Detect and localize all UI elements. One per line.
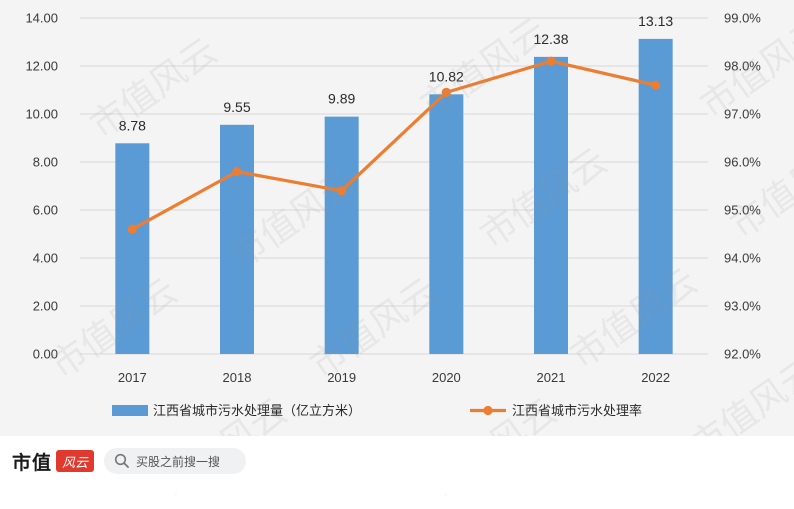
bar (429, 94, 464, 354)
legend-line-marker (483, 405, 493, 416)
line-point (232, 167, 242, 177)
bar-value-label: 13.13 (638, 13, 673, 29)
y-left-tick-label: 14.00 (25, 11, 58, 26)
y-left-tick-label: 4.00 (33, 251, 58, 266)
legend-bar-label: 江西省城市污水处理量（亿立方米） (153, 403, 361, 419)
y-right-tick-label: 97.0% (724, 107, 761, 122)
y-right-tick-label: 99.0% (724, 11, 761, 26)
legend-line-label: 江西省城市污水处理率 (512, 403, 642, 419)
combo-chart: 8.78 9.55 9.89 10.82 12.38 13.13 0.00 2.00 4.00… (25, 11, 761, 420)
y-right-tick-label: 98.0% (724, 59, 761, 74)
x-tick-label: 2021 (537, 370, 566, 385)
y-left-tick-label: 10.00 (25, 107, 58, 122)
line-point (546, 56, 556, 66)
y-right-tick-label: 96.0% (724, 155, 761, 170)
y-left-tick-label: 0.00 (33, 347, 58, 362)
search-placeholder: 买股之前搜一搜 (136, 454, 221, 469)
chart-area: 8.78 9.55 9.89 10.82 12.38 13.13 0.00 2.00 4.00… (0, 0, 794, 436)
y-right-tick-label: 92.0% (724, 347, 761, 362)
bar-value-label: 8.78 (119, 117, 146, 133)
line-point (441, 87, 451, 97)
bar-value-label: 10.82 (429, 68, 464, 84)
footer-bar: 市值 风云 买股之前搜一搜 (0, 436, 794, 494)
line-point (337, 186, 347, 196)
line-point (651, 80, 661, 90)
x-tick-label: 2022 (641, 370, 670, 385)
search-icon (114, 453, 129, 468)
line-point (127, 224, 137, 234)
x-tick-label: 2019 (327, 370, 356, 385)
bar (324, 116, 359, 354)
y-left-tick-label: 6.00 (33, 203, 58, 218)
bar (638, 38, 673, 354)
bar-value-label: 9.89 (328, 91, 355, 107)
y-right-tick-label: 93.0% (724, 299, 761, 314)
y-left-tick-label: 2.00 (33, 299, 58, 314)
brand-name: 市值 (12, 451, 53, 474)
y-left-tick-label: 12.00 (25, 59, 58, 74)
bar (115, 143, 150, 354)
legend-bar-swatch (112, 405, 148, 416)
x-tick-label: 2020 (432, 370, 461, 385)
y-right-tick-label: 94.0% (724, 251, 761, 266)
bar (534, 56, 568, 354)
search-box[interactable]: 买股之前搜一搜 (104, 448, 246, 474)
bar (220, 124, 254, 354)
brand-logo[interactable]: 市值 风云 (12, 446, 95, 476)
brand-seal: 风云 (56, 450, 95, 472)
x-tick-label: 2018 (223, 370, 252, 385)
y-right-tick-label: 95.0% (724, 203, 761, 218)
bar-value-label: 12.38 (533, 31, 568, 47)
y-left-tick-label: 8.00 (33, 155, 58, 170)
bar-value-label: 9.55 (223, 99, 250, 115)
line-series (131, 59, 657, 231)
x-tick-label: 2017 (118, 370, 147, 385)
